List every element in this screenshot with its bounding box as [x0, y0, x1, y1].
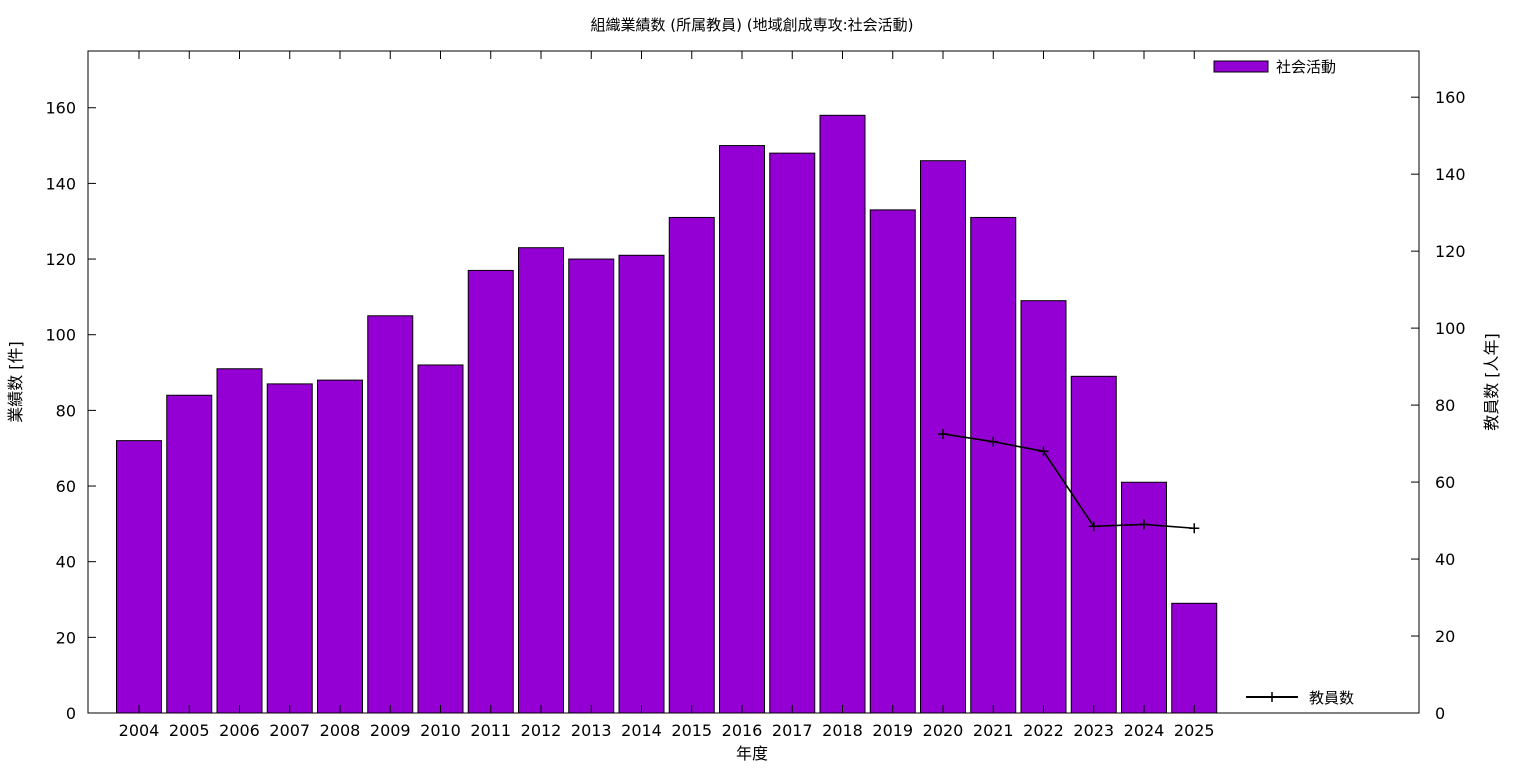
- bar-2007: [266, 383, 313, 714]
- x-tick-label-2011: 2011: [470, 721, 511, 740]
- y-tick-label-100: 100: [45, 326, 76, 345]
- faculty-point-2020: [938, 428, 948, 439]
- x-tick-label-2006: 2006: [219, 721, 260, 740]
- bar-2019: [869, 209, 916, 714]
- legend-bar-entry: 社会活動: [1213, 58, 1336, 76]
- y2-tick-label-100: 100: [1435, 319, 1466, 338]
- x-tick-label-2007: 2007: [269, 721, 310, 740]
- y2-tick-label-80: 80: [1435, 396, 1455, 415]
- x-axis-label: 年度: [736, 744, 768, 763]
- bar-2012: [518, 247, 564, 714]
- y2-tick-label-20: 20: [1435, 627, 1455, 646]
- faculty-line: [942, 433, 1195, 530]
- bar-2010: [417, 364, 464, 714]
- y-axis-label: 業績数 [件]: [6, 341, 25, 423]
- legend-line-entry: 教員数: [1246, 689, 1354, 707]
- x-tick-label-2024: 2024: [1124, 721, 1165, 740]
- bar-2016: [719, 145, 765, 714]
- chart-title: 組織業績数 (所属教員) (地域創成専攻:社会活動): [590, 16, 913, 34]
- faculty-point-2025: [1189, 523, 1200, 534]
- bar-2022: [1020, 300, 1067, 714]
- x-tick-label-2012: 2012: [521, 721, 562, 740]
- x-tick-label-2022: 2022: [1023, 721, 1064, 740]
- x-tick-label-2017: 2017: [772, 721, 813, 740]
- x-tick-label-2016: 2016: [722, 721, 763, 740]
- bar-2008: [317, 379, 363, 714]
- plot-frame: [87, 50, 1420, 714]
- y-tick-label-40: 40: [56, 553, 76, 572]
- bar-2018: [819, 114, 866, 714]
- bar-2025: [1171, 602, 1218, 714]
- legend-bar-label: 社会活動: [1276, 58, 1336, 76]
- y2-tick-label-60: 60: [1435, 473, 1455, 492]
- bar-2013: [568, 258, 615, 714]
- y-tick-label-60: 60: [56, 477, 76, 496]
- x-tick-label-2008: 2008: [320, 721, 361, 740]
- x-tick-label-2019: 2019: [872, 721, 913, 740]
- y-tick-label-120: 120: [45, 250, 76, 269]
- x-tick-label-2025: 2025: [1174, 721, 1215, 740]
- x-tick-label-2009: 2009: [370, 721, 411, 740]
- x-tick-label-2013: 2013: [571, 721, 612, 740]
- y-tick-label-140: 140: [45, 174, 76, 193]
- bar-2004: [116, 440, 162, 714]
- faculty-line-layer: [938, 428, 1200, 534]
- y2-tick-label-0: 0: [1435, 704, 1445, 723]
- y-tick-label-0: 0: [66, 704, 76, 723]
- y2-tick-label-160: 160: [1435, 88, 1466, 107]
- x-tick-label-2021: 2021: [973, 721, 1014, 740]
- bar-2011: [467, 269, 514, 714]
- y2-tick-label-140: 140: [1435, 165, 1466, 184]
- y2-axis-label: 教員数 [人年]: [1482, 333, 1501, 431]
- legend-bar-swatch: [1213, 60, 1269, 73]
- bar-2006: [216, 368, 263, 714]
- y2-tick-label-120: 120: [1435, 242, 1466, 261]
- right-axis: 0 20 40 60 80 100 120 140 160: [1411, 88, 1466, 723]
- bar-2023: [1070, 375, 1117, 714]
- x-tick-label-2004: 2004: [119, 721, 160, 740]
- x-tick-label-2005: 2005: [169, 721, 210, 740]
- y-tick-label-80: 80: [56, 401, 76, 420]
- bar-2014: [618, 254, 665, 714]
- bar-2015: [668, 216, 715, 714]
- y2-tick-label-40: 40: [1435, 550, 1455, 569]
- x-tick-label-2010: 2010: [420, 721, 461, 740]
- bar-2024: [1121, 481, 1167, 714]
- faculty-point-2024: [1139, 519, 1149, 530]
- left-axis: 0 20 40 60 80 100 120 140 160: [45, 99, 96, 723]
- legend-line-label: 教員数: [1309, 689, 1354, 707]
- x-axis: 2004 2005 2006 2007 2008 2009 2010 2011 2012 2013…: [119, 51, 1215, 740]
- x-tick-label-2014: 2014: [621, 721, 662, 740]
- bar-2009: [367, 315, 414, 714]
- faculty-point-2023: [1088, 521, 1099, 532]
- x-tick-label-2023: 2023: [1073, 721, 1114, 740]
- bar-2017: [769, 152, 816, 714]
- bar-2005: [166, 394, 213, 714]
- y-tick-label-20: 20: [56, 628, 76, 647]
- x-tick-label-2020: 2020: [923, 721, 964, 740]
- bar-2021: [970, 216, 1017, 714]
- x-tick-label-2015: 2015: [671, 721, 712, 740]
- faculty-point-2022: [1038, 446, 1049, 457]
- y-tick-label-160: 160: [45, 99, 76, 118]
- bars-layer: [116, 114, 1218, 714]
- faculty-point-2021: [988, 436, 999, 447]
- x-tick-label-2018: 2018: [822, 721, 863, 740]
